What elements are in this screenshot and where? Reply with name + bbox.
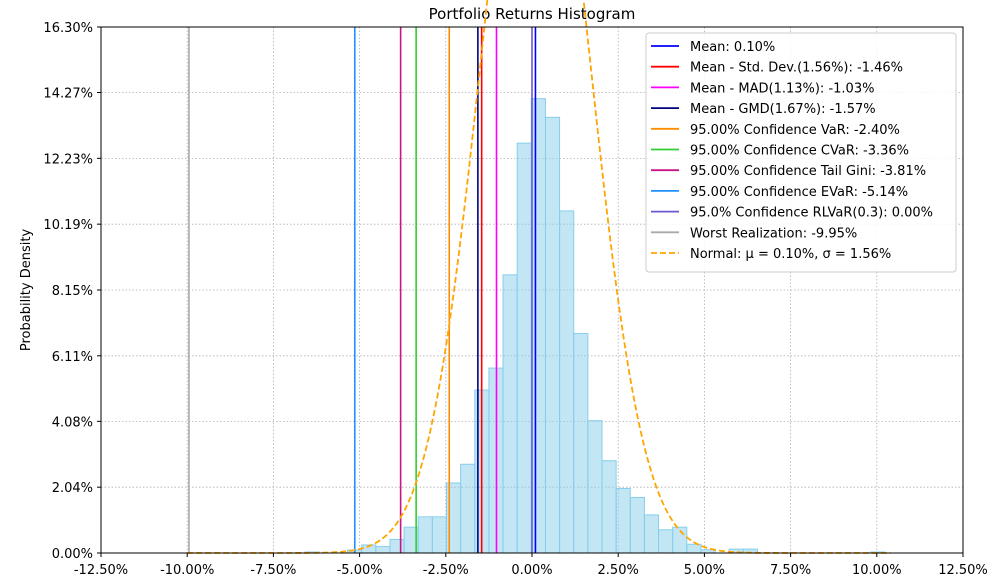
legend-label: 95.00% Confidence VaR: -2.40% <box>690 123 900 138</box>
legend-label: 95.00% Confidence EVaR: -5.14% <box>690 185 908 200</box>
histogram-bar <box>629 496 645 554</box>
histogram-bar <box>375 546 391 554</box>
x-tick-label: -7.50% <box>250 563 296 578</box>
legend: Mean: 0.10% Mean - Std. Dev.(1.56%): -1.4… <box>645 32 957 273</box>
histogram-bar <box>686 543 702 554</box>
y-tick-label: 16.30% <box>43 21 93 36</box>
x-tick-label: -10.00% <box>160 563 214 578</box>
chart-title: Portfolio Returns Histogram <box>429 5 636 23</box>
legend-label: Worst Realization: -9.95% <box>690 226 857 241</box>
histogram-bar <box>643 514 660 554</box>
histogram-bar <box>502 274 518 554</box>
x-tick-label: 2.50% <box>598 563 639 578</box>
x-tick-label: -2.50% <box>423 563 469 578</box>
histogram-bar <box>530 98 546 554</box>
legend-label: Mean: 0.10% <box>690 40 775 55</box>
y-tick-label: 14.27% <box>43 87 93 102</box>
legend-label: Mean - MAD(1.13%): -1.03% <box>690 81 874 96</box>
histogram-bar <box>431 516 447 554</box>
x-tick-label: 7.50% <box>770 563 811 578</box>
y-tick-label: 4.08% <box>52 415 93 430</box>
y-tick-label: 2.04% <box>52 481 93 496</box>
y-tick-label: 8.15% <box>52 284 93 299</box>
legend-label: Mean - GMD(1.67%): -1.57% <box>690 102 876 117</box>
reference-lines <box>188 27 537 553</box>
legend-label: Normal: μ = 0.10%, σ = 1.56% <box>690 247 891 262</box>
x-tick-label: -5.00% <box>337 563 383 578</box>
x-tick-label: 5.00% <box>684 563 725 578</box>
x-tick-label: 10.00% <box>852 563 902 578</box>
histogram-bar <box>544 116 561 554</box>
histogram-bar <box>587 420 603 554</box>
histogram-bar <box>573 333 589 554</box>
legend-label: 95.0% Confidence RLVaR(0.3): 0.00% <box>690 206 933 221</box>
y-tick-label: 10.19% <box>43 218 93 233</box>
histogram-bar <box>615 487 631 554</box>
histogram-bar <box>460 463 476 554</box>
histogram-bar <box>516 142 532 554</box>
y-tick-label: 6.11% <box>52 350 93 365</box>
histogram-bar <box>601 460 617 554</box>
x-tick-label: 0.00% <box>511 563 552 578</box>
x-tick-label: -12.50% <box>74 563 128 578</box>
histogram-bar <box>559 210 575 554</box>
legend-label: Mean - Std. Dev.(1.56%): -1.46% <box>690 61 903 76</box>
x-tick-label: 12.50% <box>938 563 988 578</box>
y-tick-label: 0.00% <box>52 547 93 562</box>
y-axis-title: Probability Density <box>19 229 34 352</box>
histogram-bar <box>658 529 674 554</box>
legend-label: 95.00% Confidence Tail Gini: -3.81% <box>690 164 926 179</box>
axes: -12.50% -10.00% -7.50% -5.00% -2.50% 0.00% 2.5… <box>43 21 987 578</box>
histogram-bar <box>417 516 433 554</box>
legend-box <box>645 32 957 273</box>
histogram-bar <box>389 538 405 554</box>
legend-label: 95.00% Confidence CVaR: -3.36% <box>690 144 909 159</box>
y-tick-label: 12.23% <box>43 152 93 167</box>
